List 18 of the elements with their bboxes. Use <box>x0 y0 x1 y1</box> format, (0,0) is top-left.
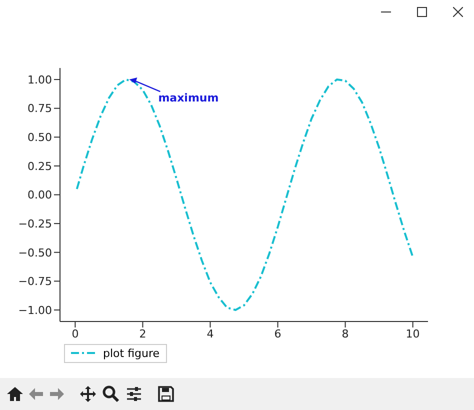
y-tick-label: 0.50 <box>28 131 52 144</box>
x-tick-label: 0 <box>72 327 79 340</box>
x-tick-label: 6 <box>274 327 282 340</box>
y-tick-label: −1.00 <box>18 304 52 317</box>
x-tick-label: 4 <box>206 327 214 340</box>
x-tick-label: 2 <box>139 327 146 340</box>
y-tick-label: 0.25 <box>28 160 52 173</box>
y-tick-label: −0.50 <box>18 246 52 260</box>
y-tick-label: −0.75 <box>18 275 52 288</box>
y-tick-label: −0.25 <box>18 217 52 230</box>
annotation: maximum <box>158 92 219 105</box>
y-tick-label: 1.00 <box>28 73 52 86</box>
legend-label: plot figure <box>103 346 160 360</box>
x-tick-label: 10 <box>406 327 420 340</box>
x-tick-label: 8 <box>342 327 349 340</box>
y-tick-label: 0.75 <box>28 102 52 116</box>
y-tick-label: 0.00 <box>28 188 52 202</box>
line-series <box>76 78 414 311</box>
